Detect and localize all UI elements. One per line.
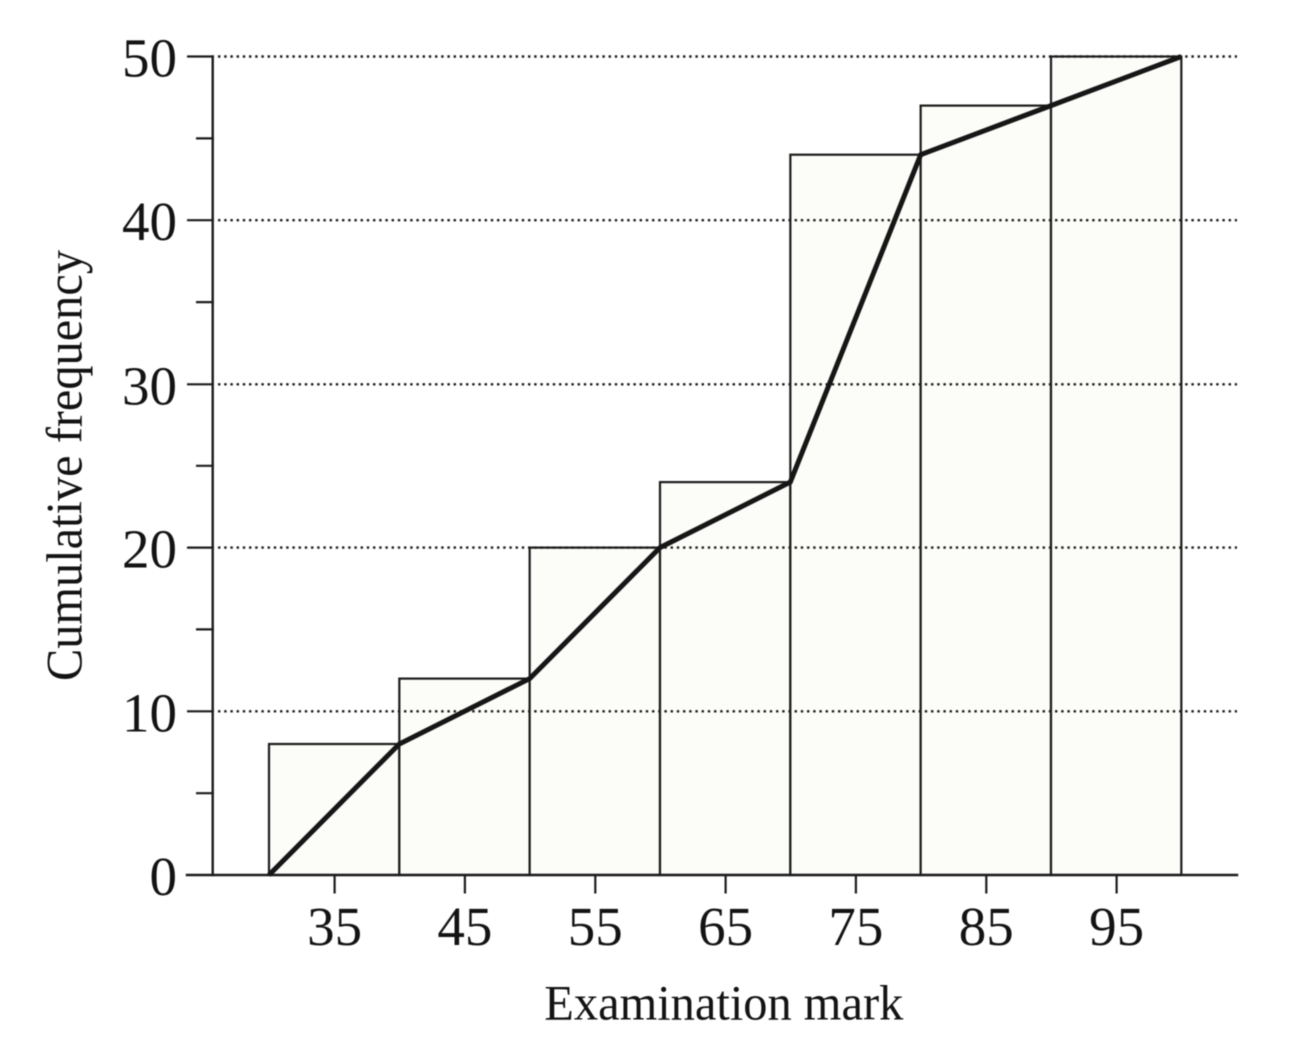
svg-text:75: 75 [828,896,883,957]
svg-text:20: 20 [122,519,177,580]
svg-text:45: 45 [437,896,492,957]
svg-text:50: 50 [122,28,177,89]
svg-text:Examination mark: Examination mark [544,975,903,1030]
svg-text:30: 30 [122,355,177,416]
svg-text:85: 85 [959,896,1014,957]
svg-text:95: 95 [1089,896,1144,957]
svg-text:40: 40 [122,191,177,252]
svg-text:35: 35 [307,896,362,957]
svg-text:Cumulative frequency: Cumulative frequency [38,250,94,681]
svg-text:65: 65 [698,896,753,957]
svg-text:0: 0 [150,846,178,907]
svg-text:55: 55 [568,896,623,957]
svg-text:10: 10 [122,682,177,743]
